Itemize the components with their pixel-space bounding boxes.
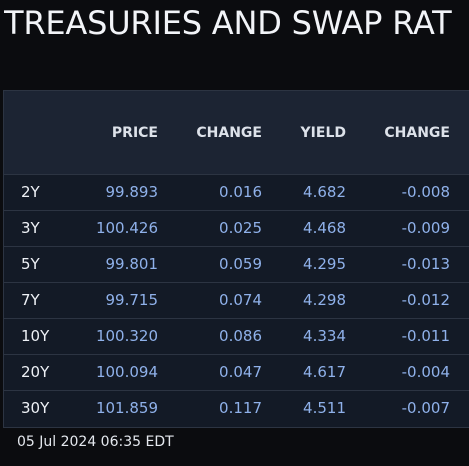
yield-cell: 4.682	[303, 183, 346, 201]
tenor-cell: 3Y	[21, 219, 40, 237]
yield-cell: 4.298	[303, 291, 346, 309]
treasuries-table: PRICE CHANGE YIELD CHANGE 2Y 99.893 0.01…	[4, 91, 469, 426]
table-row: 3Y 100.426 0.025 4.468 -0.009	[4, 210, 469, 246]
price-change-cell: 0.074	[219, 291, 262, 309]
yield-cell: 4.617	[303, 363, 346, 381]
column-header-price-change: CHANGE	[158, 91, 262, 175]
spacer-cell	[450, 282, 469, 318]
price-cell: 100.426	[95, 219, 158, 237]
price-change-cell: 0.016	[219, 183, 262, 201]
table-header-row: PRICE CHANGE YIELD CHANGE	[4, 91, 469, 175]
spacer-cell	[450, 390, 469, 426]
table-row: 30Y 101.859 0.117 4.511 -0.007	[4, 390, 469, 426]
price-cell: 101.859	[95, 399, 158, 418]
yield-cell: 4.334	[303, 327, 346, 345]
tenor-cell: 2Y	[21, 183, 40, 201]
tenor-cell: 7Y	[21, 291, 40, 309]
tenor-cell: 5Y	[21, 255, 40, 273]
price-cell: 99.801	[105, 255, 159, 273]
price-change-cell: 0.025	[219, 219, 262, 237]
price-change-cell: 0.059	[219, 255, 262, 273]
column-header-price: PRICE	[62, 91, 158, 175]
column-header-yield: YIELD	[262, 91, 346, 175]
table-row: 5Y 99.801 0.059 4.295 -0.013	[4, 246, 469, 282]
price-cell: 100.094	[95, 363, 158, 381]
tenor-cell: 20Y	[21, 363, 50, 381]
table-row: 2Y 99.893 0.016 4.682 -0.008	[4, 174, 469, 210]
price-cell: 99.893	[105, 183, 159, 201]
price-change-cell: 0.117	[219, 399, 262, 418]
price-cell: 99.715	[105, 291, 159, 309]
yield-change-cell: -0.011	[401, 327, 450, 345]
tenor-cell: 30Y	[21, 399, 50, 418]
treasuries-table-panel: PRICE CHANGE YIELD CHANGE 2Y 99.893 0.01…	[3, 90, 469, 428]
spacer-cell	[450, 174, 469, 210]
table-row: 20Y 100.094 0.047 4.617 -0.004	[4, 354, 469, 390]
spacer-cell	[450, 210, 469, 246]
spacer-cell	[450, 354, 469, 390]
table-row: 10Y 100.320 0.086 4.334 -0.011	[4, 318, 469, 354]
column-header-yield-change: CHANGE	[346, 91, 450, 175]
yield-cell: 4.468	[303, 219, 346, 237]
spacer-cell	[450, 246, 469, 282]
column-header-spacer	[450, 91, 469, 175]
yield-change-cell: -0.009	[401, 219, 450, 237]
price-change-cell: 0.086	[219, 327, 262, 345]
yield-cell: 4.295	[303, 255, 346, 273]
last-updated-timestamp: 05 Jul 2024 06:35 EDT	[17, 434, 174, 450]
price-cell: 100.320	[95, 327, 158, 345]
page-title: TREASURIES AND SWAP RAT	[4, 4, 452, 42]
spacer-cell	[450, 318, 469, 354]
column-header-tenor	[4, 91, 62, 175]
price-change-cell: 0.047	[219, 363, 262, 381]
yield-cell: 4.511	[303, 399, 346, 418]
tenor-cell: 10Y	[21, 327, 50, 345]
yield-change-cell: -0.007	[401, 399, 450, 418]
yield-change-cell: -0.004	[401, 363, 450, 381]
table-row: 7Y 99.715 0.074 4.298 -0.012	[4, 282, 469, 318]
yield-change-cell: -0.012	[401, 291, 450, 309]
yield-change-cell: -0.013	[401, 255, 450, 273]
yield-change-cell: -0.008	[401, 183, 450, 201]
